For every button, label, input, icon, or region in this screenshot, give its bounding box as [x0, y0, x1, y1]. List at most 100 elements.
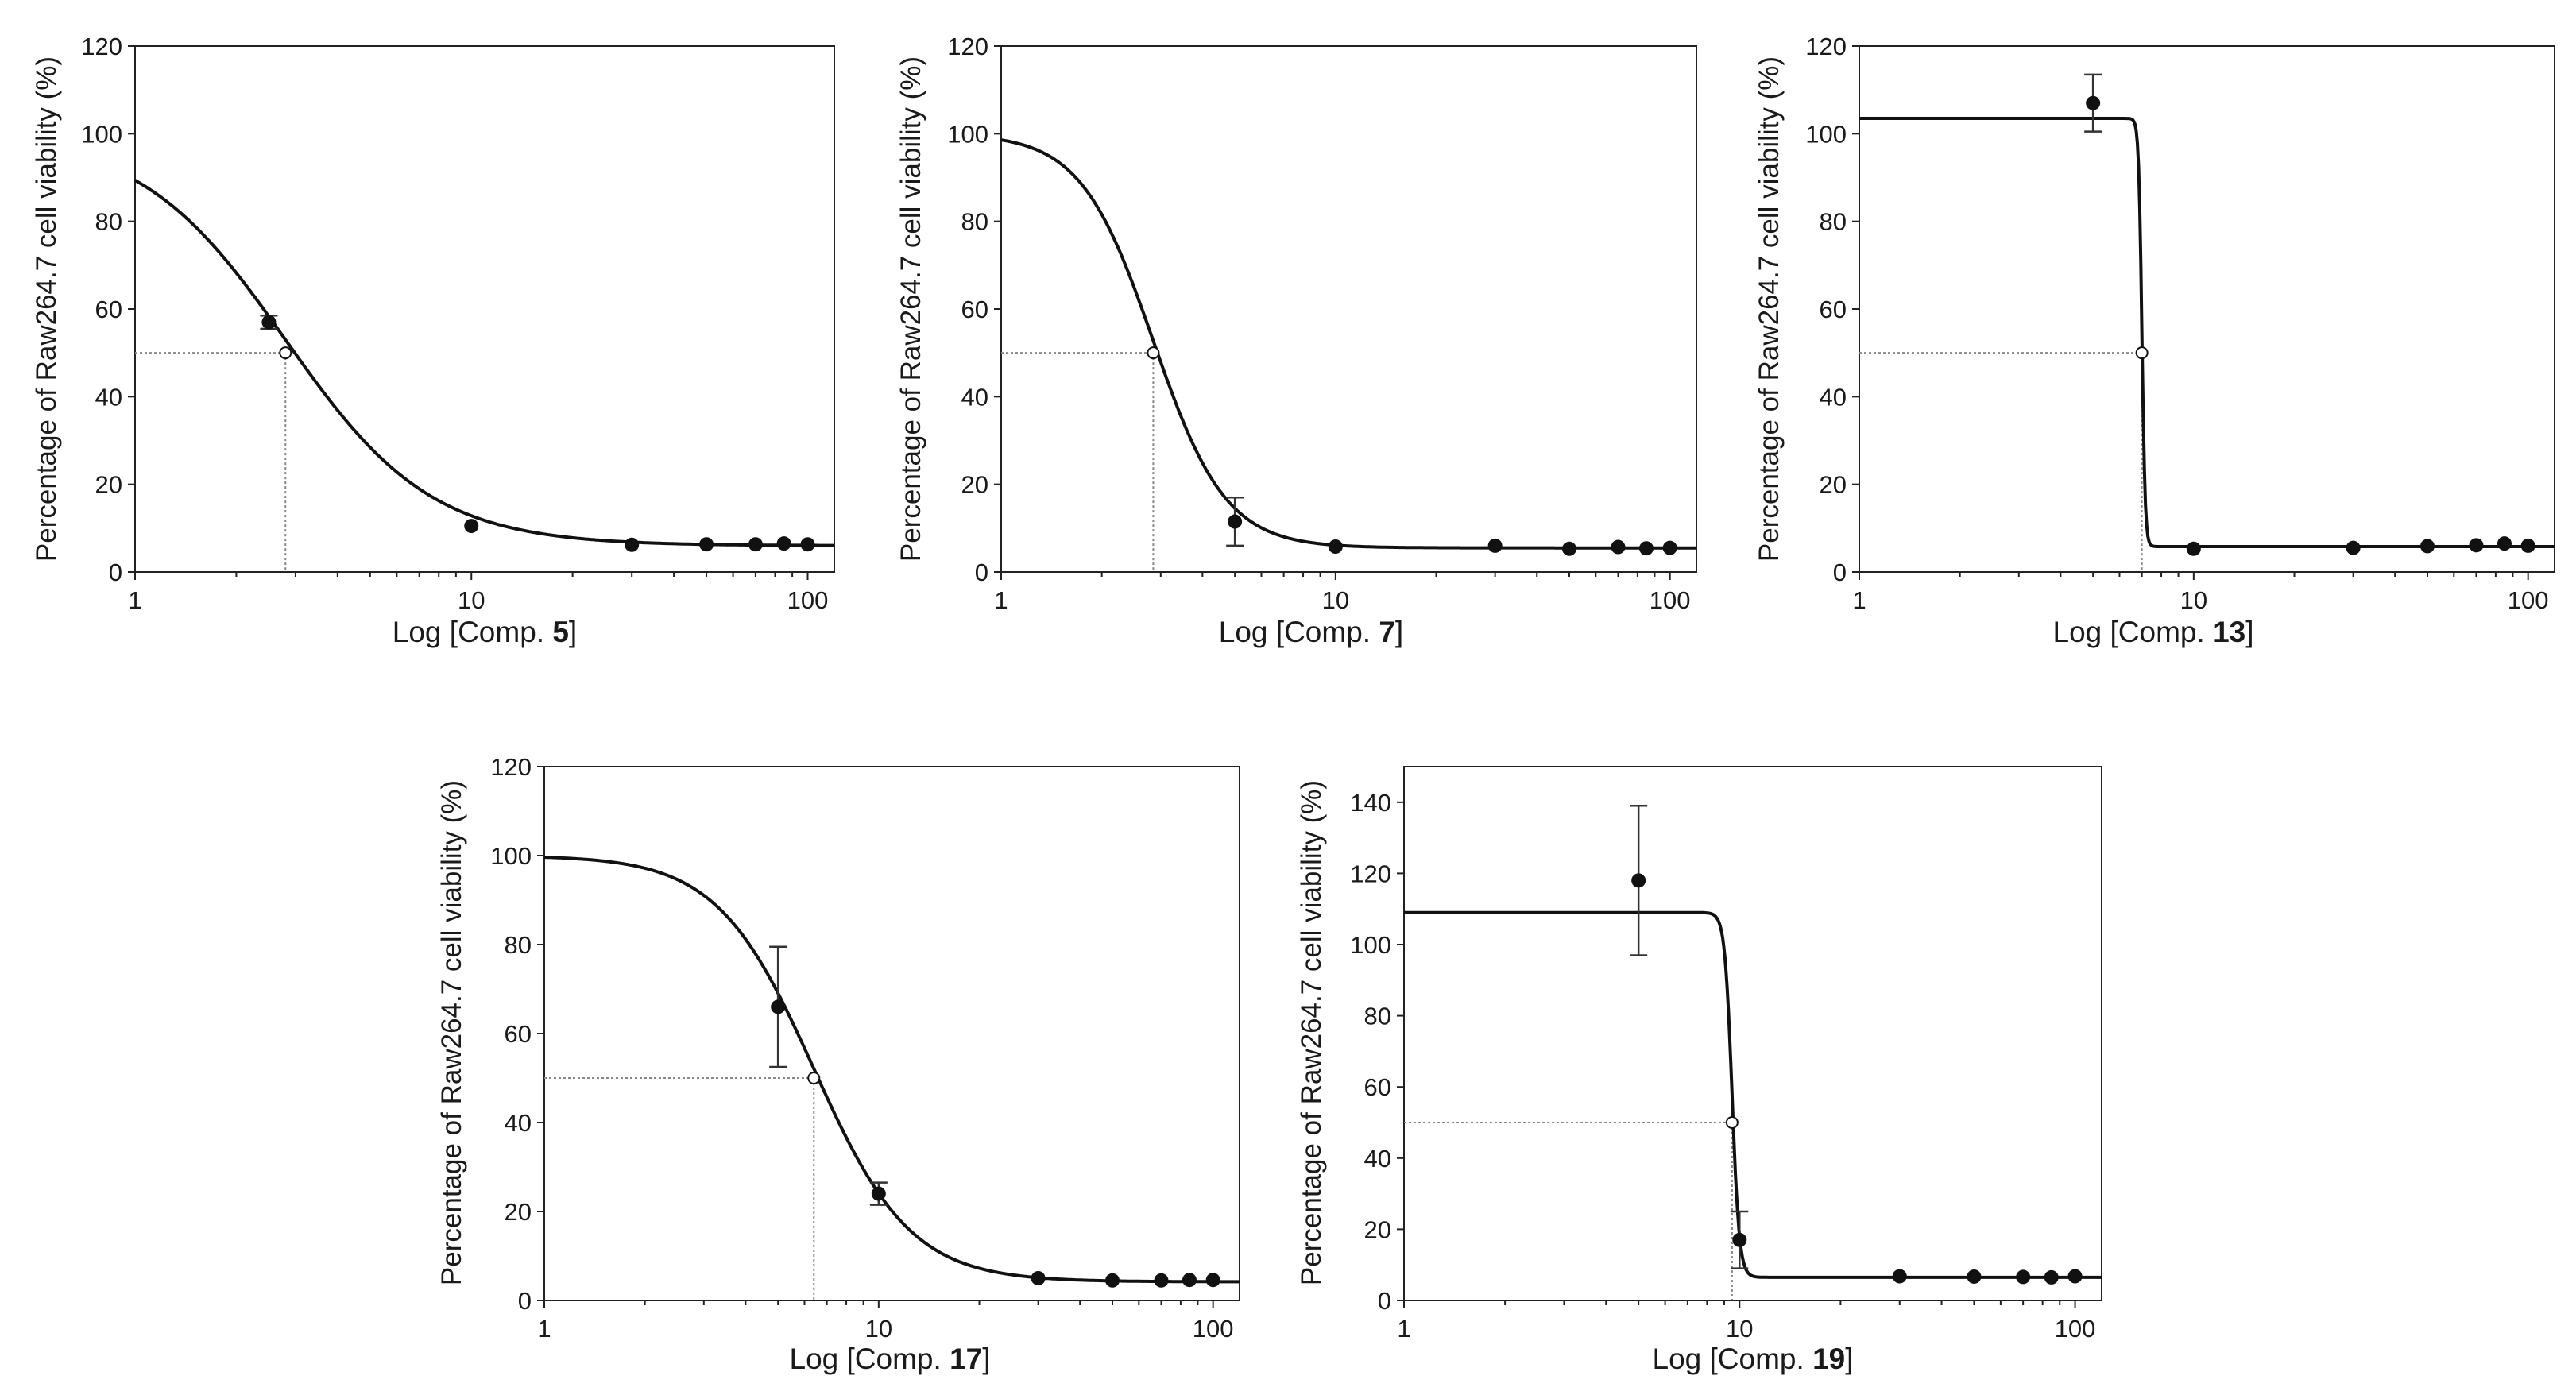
y-tick-label: 40 — [505, 1109, 532, 1137]
x-tick-label: 10 — [1726, 1315, 1753, 1343]
y-tick-label: 0 — [518, 1287, 532, 1315]
y-tick-label: 100 — [1805, 120, 1847, 148]
x-tick-label: 10 — [1322, 586, 1349, 614]
ic50-marker — [1147, 346, 1160, 360]
data-point — [1967, 1269, 1982, 1284]
plot-frame — [1403, 766, 2102, 1301]
y-tick-label: 0 — [975, 558, 988, 586]
fit-curve — [1859, 117, 2555, 548]
y-tick-label: 140 — [1350, 789, 1391, 817]
x-tick-label: 1 — [1852, 586, 1866, 614]
data-point — [771, 999, 786, 1014]
x-tick-label: 10 — [458, 586, 485, 614]
y-tick-label: 120 — [947, 33, 988, 60]
ic50-marker — [279, 346, 292, 360]
y-tick-label: 20 — [505, 1198, 532, 1226]
x-tick-label: 10 — [2180, 586, 2207, 614]
y-axis-label: Percentage of Raw264.7 cell viability (%… — [1296, 780, 1327, 1285]
data-point — [2469, 538, 2484, 553]
y-tick-label: 40 — [1364, 1145, 1391, 1173]
y-tick-label: 60 — [961, 296, 988, 323]
data-point — [1104, 1273, 1120, 1288]
fit-curve — [1000, 138, 1697, 550]
data-point — [1487, 538, 1503, 553]
y-tick-label: 80 — [95, 208, 122, 236]
ic50-marker — [1725, 1116, 1739, 1129]
data-point — [464, 519, 479, 534]
plot-frame — [1859, 45, 2555, 573]
y-tick-label: 40 — [1820, 383, 1847, 411]
data-point — [1732, 1232, 1747, 1247]
plot-frame — [543, 766, 1240, 1301]
data-point — [1561, 541, 1576, 556]
fit-curve — [543, 856, 1240, 1284]
data-point — [2419, 539, 2435, 554]
y-tick-label: 60 — [1820, 296, 1847, 323]
x-tick-label: 10 — [865, 1315, 892, 1343]
plot-frame — [134, 45, 835, 573]
y-tick-label: 120 — [1350, 860, 1391, 887]
data-point — [1205, 1273, 1220, 1288]
data-point — [871, 1186, 886, 1201]
x-tick-label: 1 — [1397, 1315, 1410, 1343]
data-point — [1328, 539, 1343, 555]
data-point — [800, 537, 815, 552]
fit-curve — [1403, 910, 2102, 1279]
y-axis-label: Percentage of Raw264.7 cell viability (%… — [1754, 56, 1785, 562]
data-point — [2016, 1269, 2031, 1285]
y-tick-label: 80 — [1820, 208, 1847, 236]
x-axis-label: Log [Comp. 5] — [393, 616, 577, 648]
x-tick-label: 1 — [994, 586, 1008, 614]
y-tick-label: 80 — [505, 931, 532, 959]
x-tick-label: 1 — [537, 1315, 551, 1343]
data-point — [261, 315, 277, 330]
data-point — [1611, 539, 1626, 555]
y-tick-label: 20 — [95, 471, 122, 499]
data-point — [2044, 1269, 2059, 1285]
x-tick-label: 1 — [128, 586, 141, 614]
ic50-marker — [807, 1072, 821, 1084]
data-point — [2067, 1269, 2083, 1284]
y-tick-label: 120 — [490, 753, 532, 781]
y-tick-label: 0 — [1833, 558, 1847, 586]
data-point — [1031, 1271, 1046, 1285]
y-tick-label: 20 — [1364, 1215, 1391, 1243]
ic50-marker — [2135, 346, 2149, 360]
x-tick-label: 100 — [2508, 586, 2549, 614]
data-point — [748, 537, 763, 552]
data-point — [1154, 1273, 1169, 1288]
y-tick-label: 120 — [1805, 33, 1847, 60]
y-tick-label: 60 — [1364, 1073, 1391, 1101]
x-axis-label: Log [Comp. 19] — [1653, 1343, 1854, 1375]
y-tick-label: 60 — [95, 296, 122, 323]
y-tick-label: 80 — [1364, 1003, 1391, 1030]
data-point — [1228, 514, 1243, 529]
x-tick-label: 100 — [2055, 1315, 2096, 1343]
x-axis-label: Log [Comp. 17] — [790, 1343, 991, 1375]
y-tick-label: 60 — [505, 1020, 532, 1048]
data-point — [2497, 536, 2512, 551]
y-tick-label: 0 — [1378, 1287, 1391, 1315]
data-point — [2520, 538, 2535, 553]
data-point — [1892, 1269, 1907, 1284]
data-point — [776, 536, 791, 551]
y-axis-label: Percentage of Raw264.7 cell viability (%… — [895, 56, 926, 562]
data-point — [1182, 1273, 1197, 1288]
data-point — [699, 537, 714, 552]
fit-curve — [134, 179, 835, 547]
data-point — [625, 537, 640, 552]
plot-frame — [1000, 45, 1697, 573]
y-tick-label: 80 — [961, 208, 988, 236]
y-tick-label: 100 — [81, 120, 122, 148]
chart-comp-19: 0 20 40 60 80 100 120 140 1 10 100 Percentage of R… — [1296, 766, 2102, 1375]
y-tick-label: 40 — [95, 383, 122, 411]
x-axis-label: Log [Comp. 13] — [2053, 616, 2254, 648]
y-tick-label: 20 — [1820, 471, 1847, 499]
